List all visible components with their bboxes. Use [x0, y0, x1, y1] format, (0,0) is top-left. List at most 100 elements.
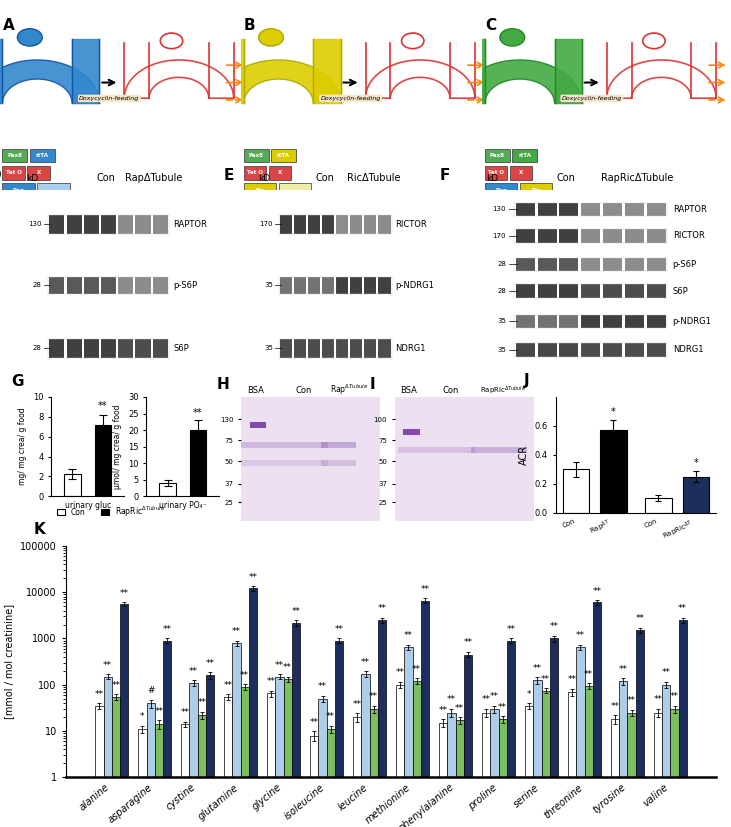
- Bar: [550, 638, 558, 827]
- Bar: [379, 338, 390, 357]
- Bar: [95, 706, 104, 827]
- Text: **: **: [455, 704, 464, 713]
- Bar: [625, 284, 644, 298]
- Bar: [353, 717, 361, 827]
- Circle shape: [18, 29, 42, 46]
- Bar: [120, 605, 128, 827]
- Bar: [603, 284, 622, 298]
- Bar: [537, 229, 556, 242]
- Text: **: **: [181, 708, 190, 717]
- Bar: [537, 315, 556, 328]
- Text: **: **: [576, 631, 585, 640]
- Bar: [581, 343, 600, 356]
- Text: 130: 130: [493, 206, 506, 213]
- Bar: [189, 683, 197, 827]
- Bar: [350, 215, 363, 234]
- FancyBboxPatch shape: [485, 149, 510, 162]
- Bar: [654, 713, 662, 827]
- Bar: [542, 691, 550, 827]
- Bar: [516, 315, 535, 328]
- Bar: [310, 735, 319, 827]
- Bar: [294, 277, 306, 294]
- Text: D: D: [0, 168, 1, 183]
- Y-axis label: μmol/ mg crea/ g food: μmol/ mg crea/ g food: [113, 404, 122, 489]
- Text: F: F: [439, 168, 450, 183]
- Bar: [647, 229, 666, 242]
- Bar: [189, 430, 206, 496]
- Bar: [155, 724, 163, 827]
- Bar: [118, 338, 133, 357]
- Text: Con: Con: [295, 386, 312, 395]
- Text: A: A: [2, 18, 14, 33]
- Text: 35: 35: [264, 282, 273, 289]
- Text: **: **: [353, 700, 362, 709]
- Text: Pax8: Pax8: [249, 153, 264, 158]
- Text: K: K: [33, 522, 45, 537]
- Circle shape: [259, 29, 284, 46]
- Text: **: **: [361, 657, 370, 667]
- Bar: [603, 315, 622, 328]
- Text: **: **: [463, 638, 472, 648]
- Bar: [84, 215, 99, 234]
- Text: rtTA: rtTA: [277, 153, 290, 158]
- Bar: [499, 719, 507, 827]
- Bar: [104, 676, 112, 827]
- Bar: [335, 641, 343, 827]
- Bar: [49, 215, 64, 234]
- Bar: [507, 641, 515, 827]
- Text: **: **: [162, 624, 172, 633]
- Bar: [515, 203, 667, 216]
- Text: **: **: [420, 585, 429, 594]
- Bar: [67, 277, 82, 294]
- Text: 28: 28: [33, 282, 42, 289]
- Bar: [403, 429, 420, 435]
- Text: **: **: [533, 664, 542, 673]
- Text: E: E: [224, 168, 234, 183]
- Bar: [603, 229, 622, 242]
- FancyBboxPatch shape: [268, 166, 291, 179]
- Text: **: **: [232, 627, 241, 636]
- Text: **: **: [498, 703, 507, 712]
- Bar: [534, 681, 542, 827]
- Bar: [308, 215, 320, 234]
- Bar: [101, 215, 116, 234]
- FancyBboxPatch shape: [2, 184, 35, 197]
- Text: urinary gluc: urinary gluc: [64, 501, 111, 510]
- Text: kD: kD: [259, 174, 270, 183]
- Bar: [292, 623, 300, 827]
- Bar: [101, 277, 116, 294]
- Bar: [625, 203, 644, 216]
- Bar: [112, 697, 120, 827]
- Bar: [101, 338, 116, 357]
- Bar: [662, 685, 670, 827]
- Bar: [153, 338, 167, 357]
- Bar: [279, 277, 392, 294]
- Bar: [563, 470, 589, 513]
- Bar: [398, 447, 474, 453]
- Text: 35: 35: [497, 347, 506, 353]
- Text: **: **: [154, 707, 163, 716]
- Text: **: **: [119, 589, 129, 598]
- Bar: [206, 676, 214, 827]
- Bar: [49, 277, 64, 294]
- FancyBboxPatch shape: [30, 149, 55, 162]
- Text: Rap: Rap: [12, 188, 25, 193]
- Text: **: **: [662, 668, 671, 677]
- Text: Rap$^{\Delta Tubule}$: Rap$^{\Delta Tubule}$: [330, 383, 369, 397]
- Bar: [471, 447, 526, 453]
- Text: **: **: [584, 670, 593, 679]
- Bar: [593, 602, 601, 827]
- Text: **: **: [224, 681, 233, 690]
- Bar: [48, 215, 169, 234]
- Bar: [647, 315, 666, 328]
- Text: **: **: [670, 692, 679, 701]
- Bar: [280, 338, 292, 357]
- Bar: [678, 620, 687, 827]
- Text: *: *: [527, 690, 531, 699]
- Text: **: **: [334, 624, 344, 633]
- Polygon shape: [216, 60, 341, 103]
- Bar: [67, 338, 82, 357]
- Text: 28: 28: [497, 261, 506, 267]
- Bar: [559, 258, 578, 271]
- Text: J: J: [523, 373, 529, 388]
